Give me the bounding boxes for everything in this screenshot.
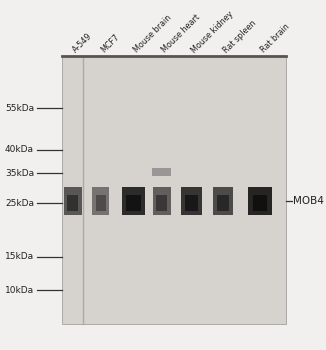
Text: MOB4: MOB4 (293, 196, 324, 206)
Text: 35kDa: 35kDa (5, 169, 34, 178)
Bar (253, 195, 267, 211)
Text: 15kDa: 15kDa (5, 252, 34, 261)
Text: 40kDa: 40kDa (5, 145, 34, 154)
Bar (214, 187, 233, 215)
Bar (181, 187, 202, 215)
Bar (126, 195, 141, 211)
Text: A-549: A-549 (71, 32, 94, 55)
Bar (156, 195, 167, 211)
Bar (67, 195, 78, 211)
Text: Mouse heart: Mouse heart (160, 13, 202, 55)
Bar (153, 187, 170, 215)
Bar (248, 187, 272, 215)
Bar (92, 187, 109, 215)
Bar (217, 195, 229, 211)
Bar (122, 187, 145, 215)
Text: 25kDa: 25kDa (5, 199, 34, 208)
Text: Mouse brain: Mouse brain (132, 13, 173, 55)
Text: 55kDa: 55kDa (5, 104, 34, 113)
Text: Rat spleen: Rat spleen (222, 18, 258, 55)
Text: Mouse kidney: Mouse kidney (190, 9, 235, 55)
Bar (185, 195, 198, 211)
Bar (64, 187, 82, 215)
Bar (96, 195, 106, 211)
Bar (62, 56, 286, 323)
Text: 10kDa: 10kDa (5, 286, 34, 295)
Text: MCF7: MCF7 (99, 33, 121, 55)
Bar (152, 168, 171, 176)
Text: Rat brain: Rat brain (259, 22, 291, 55)
